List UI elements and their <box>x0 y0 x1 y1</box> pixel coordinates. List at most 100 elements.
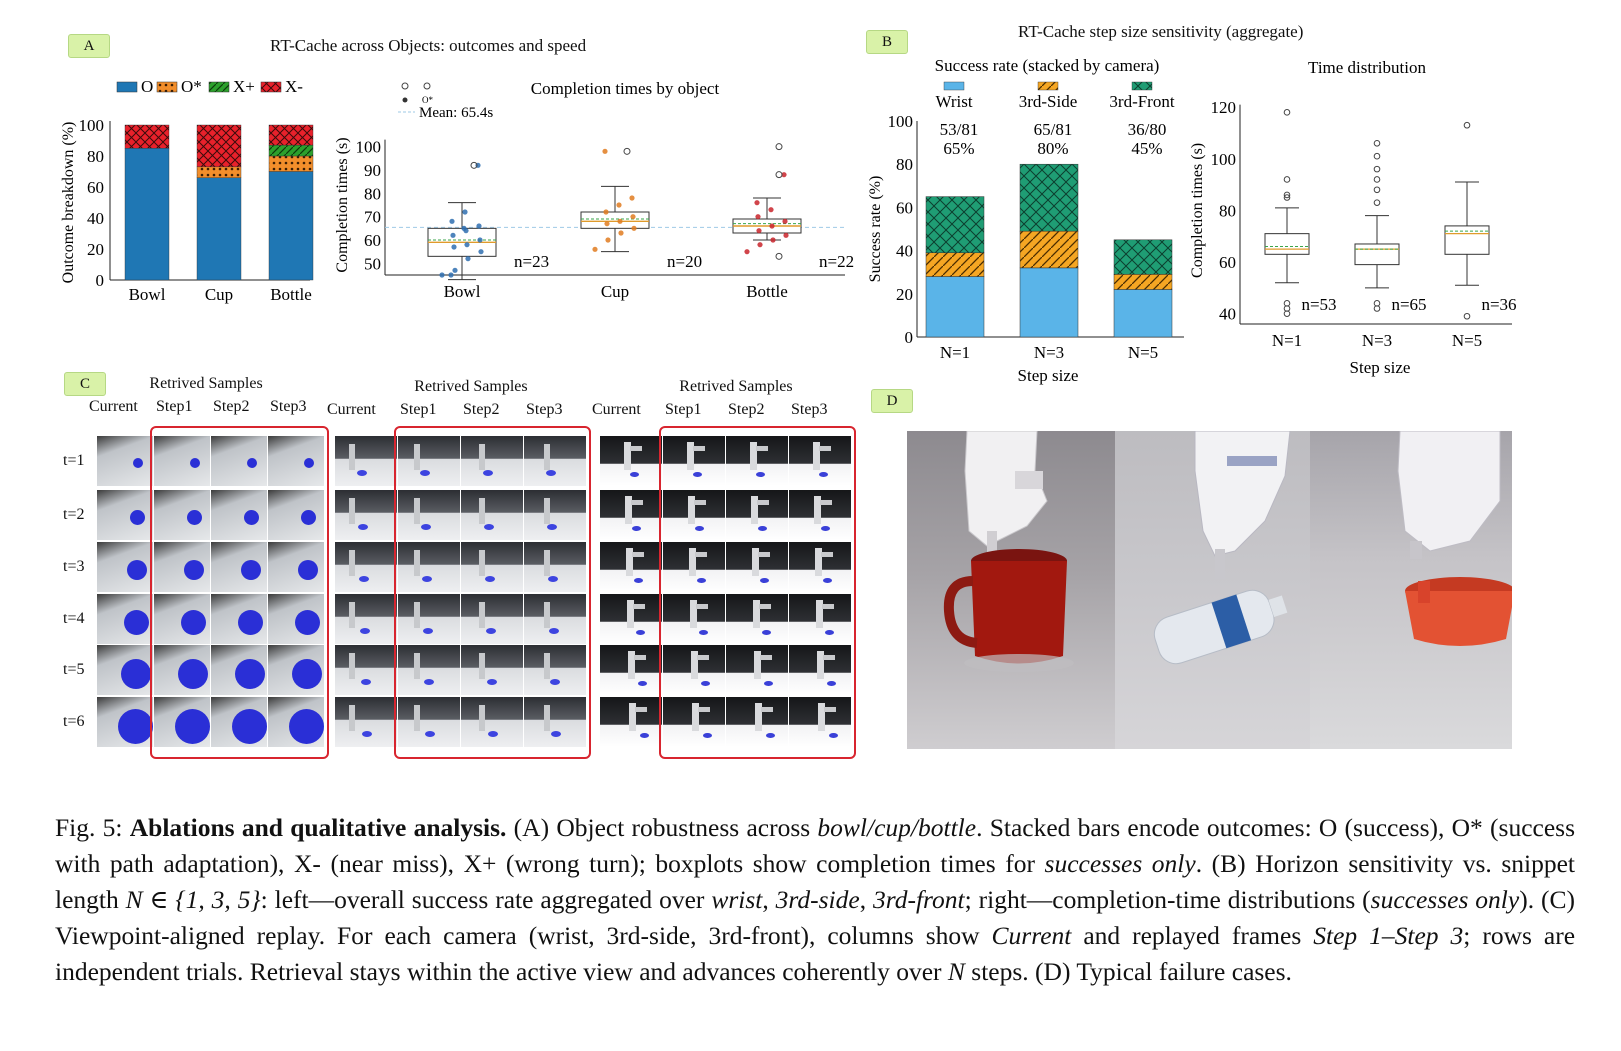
a-point-Bottle <box>769 223 775 229</box>
b-bar-N=3-3rd-Front <box>1019 163 1079 232</box>
caption-italic: wrist <box>711 885 763 914</box>
legend-label-O*: O* <box>181 77 202 96</box>
a-left-ytick: 100 <box>79 116 105 135</box>
a-point-Bottle <box>754 200 760 206</box>
b-annot-percent: 45% <box>1131 139 1162 158</box>
a-bar-Cup-X- <box>196 124 242 168</box>
failure-photo-bowl <box>1310 431 1512 749</box>
frame-tile <box>524 645 586 695</box>
frame-tile <box>461 436 523 486</box>
b-annot-percent: 65% <box>943 139 974 158</box>
a-point-Cup <box>592 246 598 252</box>
figure-caption: Fig. 5: Ablations and qualitative analys… <box>55 810 1575 990</box>
a-point-Bowl <box>462 209 468 215</box>
b-outlier-N=3 <box>1373 152 1381 160</box>
panel-b-title: RT-Cache step size sensitivity (aggregat… <box>1018 22 1304 41</box>
a-point-Cup <box>605 237 611 243</box>
a-right-ytick: 60 <box>364 231 381 250</box>
frame-tile <box>154 490 210 540</box>
a-point-Bottle <box>782 218 788 224</box>
frame-tile <box>524 697 586 747</box>
caption-italic: successes only <box>1370 885 1520 914</box>
frame-tile <box>726 436 788 486</box>
frame-tile <box>268 697 324 747</box>
b-left-title: Success rate (stacked by camera) <box>935 56 1160 75</box>
frame-tile <box>600 594 662 644</box>
caption-text: : left—overall success rate aggregated o… <box>260 885 712 914</box>
frame-tile <box>335 490 397 540</box>
a-right-title: Completion times by object <box>531 79 720 98</box>
a-left-ytick: 60 <box>87 178 104 197</box>
frame-tile <box>524 594 586 644</box>
b-left-ytick: 20 <box>896 285 913 304</box>
frame-tile <box>524 490 586 540</box>
b-outlier-N=1 <box>1283 176 1291 183</box>
a-left-ylabel: Outcome breakdown (%) <box>60 122 77 284</box>
frame-tile <box>789 490 851 540</box>
column-header-step3: Step3 <box>270 398 307 415</box>
b-left-ytick: 40 <box>896 242 913 261</box>
column-header-current: Current <box>327 401 376 418</box>
panel-d-tag: D <box>871 389 913 413</box>
panel-a-tag: A <box>68 34 110 58</box>
b-right-ylabel: Completion times (s) <box>1189 143 1206 278</box>
row-label-t=1: t=1 <box>63 452 85 469</box>
a-point-Cup <box>618 230 624 236</box>
b-outlier-N=3 <box>1373 176 1381 183</box>
a-point-Bottle <box>755 214 761 220</box>
b-left-ytick: 0 <box>905 328 914 347</box>
a-point-Bowl <box>452 267 458 273</box>
caption-italic: 3rd-front <box>873 885 965 914</box>
b-right-ytick: 120 <box>1211 98 1237 117</box>
a-legend-star: O* <box>422 95 433 105</box>
a-outlier-Bottle <box>775 143 783 151</box>
frame-tile <box>726 697 788 747</box>
a-point-Bowl <box>478 249 484 255</box>
row-label-t=2: t=2 <box>63 506 85 523</box>
frame-tile <box>154 594 210 644</box>
b-annot-fraction: 53/81 <box>940 120 979 139</box>
frame-tile <box>663 645 725 695</box>
legend-label-X-: X- <box>285 77 303 96</box>
frame-tile <box>789 645 851 695</box>
b-right-ytick: 80 <box>1219 201 1236 220</box>
b-outlier-N=3 <box>1373 199 1381 206</box>
frame-tile <box>600 490 662 540</box>
caption-text: ; rows are independent trials. Retrieval… <box>55 921 1576 986</box>
b-outlier-N=1 <box>1283 310 1291 317</box>
b-count-N=3: n=65 <box>1391 295 1426 314</box>
frame-tile <box>154 542 210 592</box>
frame-tile <box>268 490 324 540</box>
b-right-xtick-N=5: N=5 <box>1452 331 1482 350</box>
b-outlier-N=3 <box>1373 140 1381 147</box>
b-outlier-N=5 <box>1463 121 1471 129</box>
frame-tile <box>461 697 523 747</box>
frame-tile <box>398 436 460 486</box>
b-legend-label-3rd-Front: 3rd-Front <box>1109 92 1174 111</box>
frame-tile <box>398 697 460 747</box>
a-point-Cup <box>617 218 623 224</box>
frame-tile <box>398 594 460 644</box>
b-outlier-N=1 <box>1283 109 1291 116</box>
a-right-ytick: 70 <box>364 208 381 227</box>
caption-bold-title: Ablations and qualitative analysis. <box>129 813 507 842</box>
frame-tile <box>211 490 267 540</box>
a-point-Bowl <box>464 242 470 248</box>
column-header-step2: Step2 <box>213 398 250 415</box>
legend-label-O: O <box>141 77 153 96</box>
frame-tile <box>789 542 851 592</box>
frame-tile <box>268 594 324 644</box>
frame-tile <box>268 645 324 695</box>
column-header-step3: Step3 <box>791 401 828 418</box>
b-annot-fraction: 36/80 <box>1128 120 1167 139</box>
row-label-t=3: t=3 <box>63 558 85 575</box>
frame-tile <box>663 594 725 644</box>
caption-italic: Step 1–Step 3 <box>1313 921 1464 950</box>
a-bar-Bowl-O <box>124 148 170 281</box>
frame-tile <box>726 594 788 644</box>
a-right-ylabel: Completion times (s) <box>334 137 351 272</box>
a-point-Bottle <box>781 172 787 178</box>
failure-photo-mug <box>907 431 1115 749</box>
retrieved-samples-header: Retrived Samples <box>679 378 793 395</box>
